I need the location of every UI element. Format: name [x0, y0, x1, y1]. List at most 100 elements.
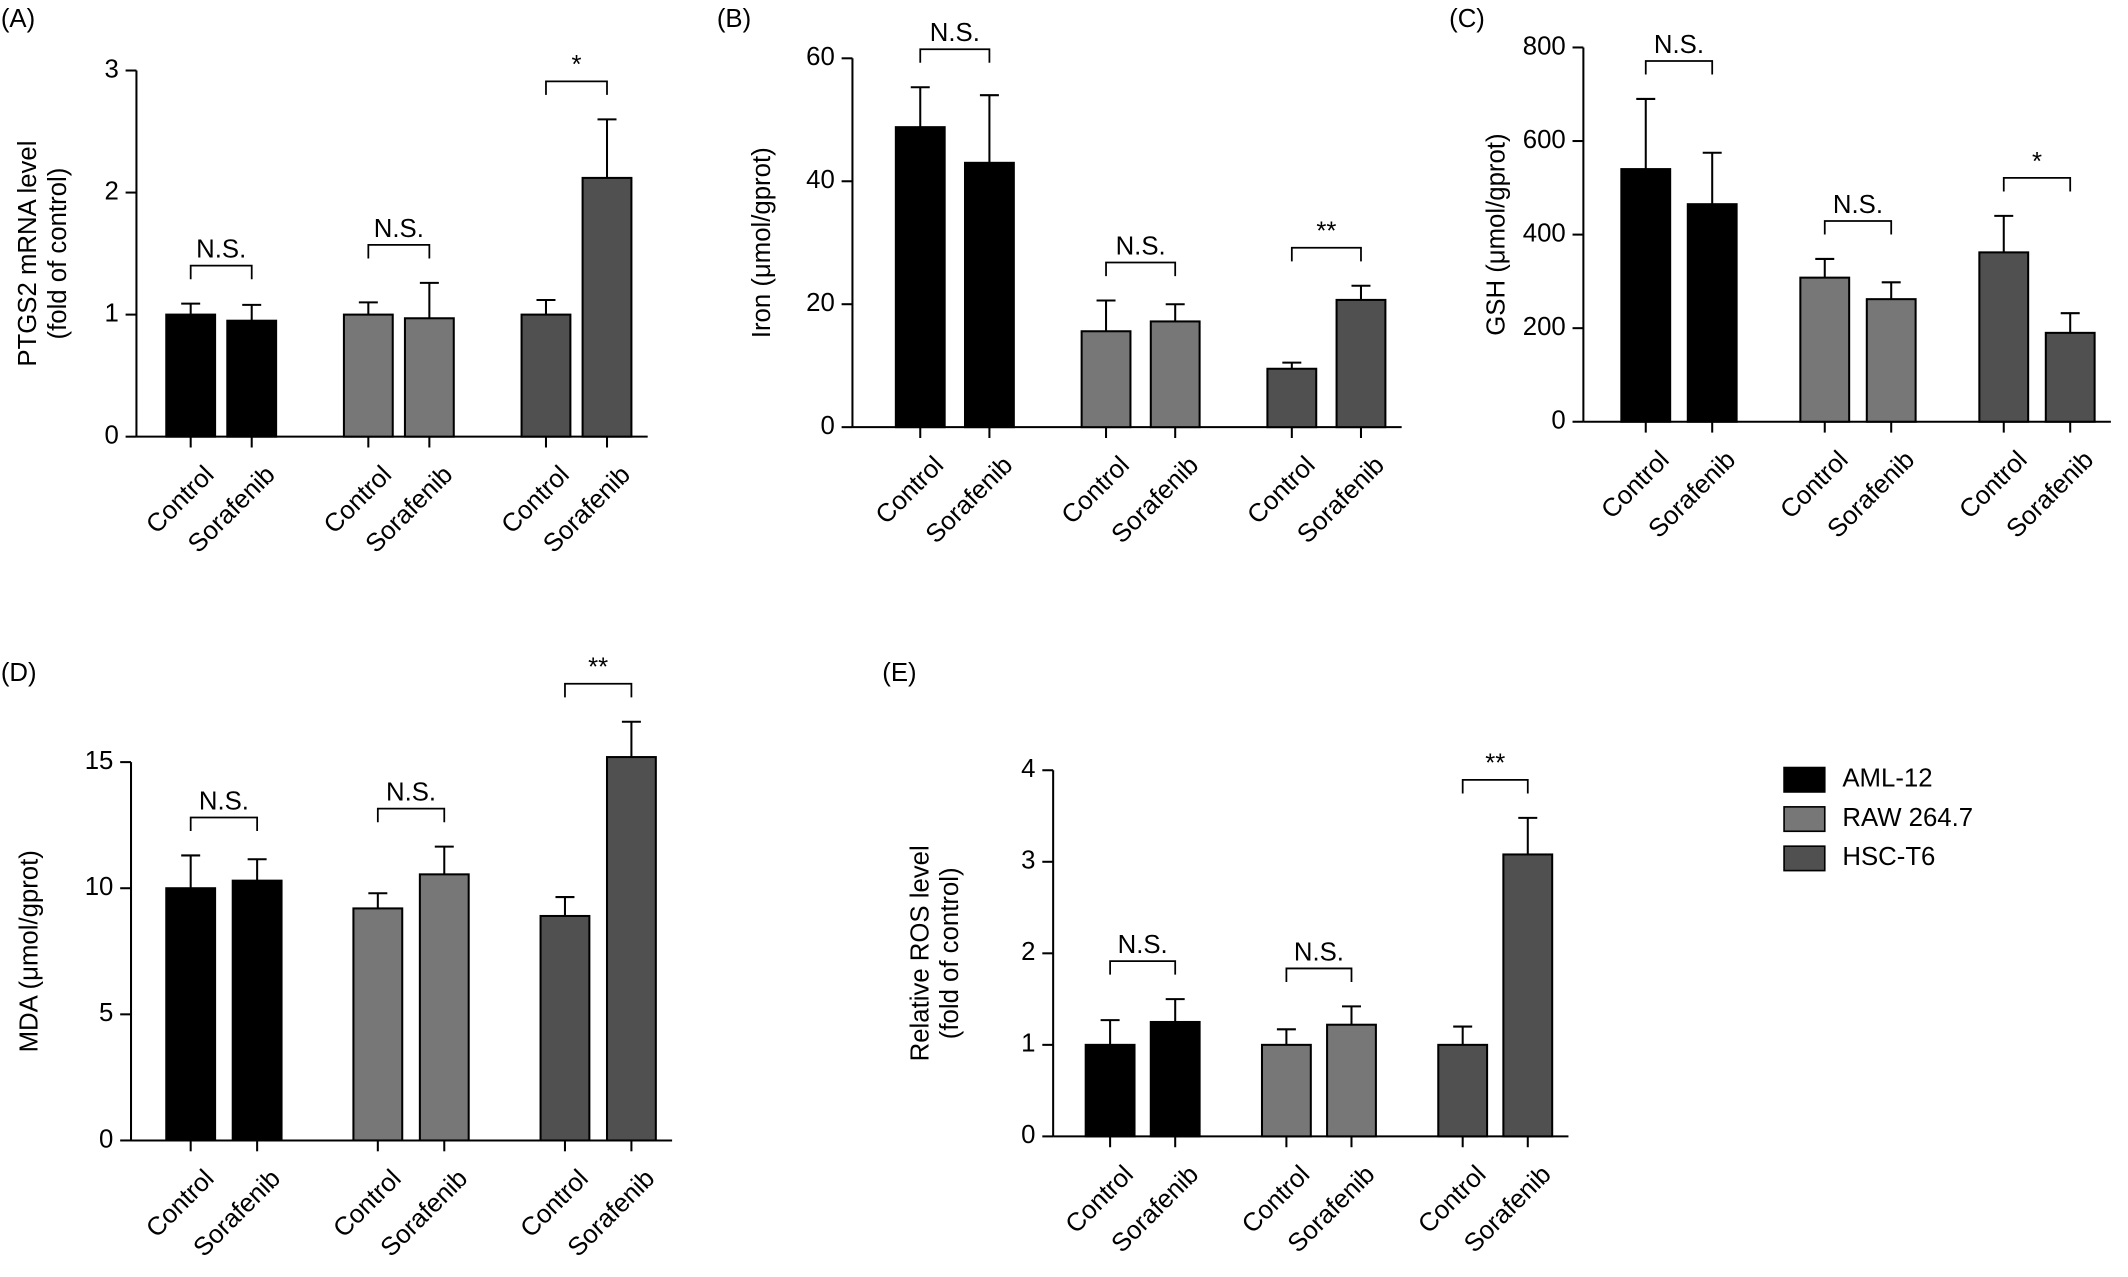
significance-bracket	[919, 48, 991, 63]
panel-label: (D)	[1, 659, 37, 687]
bar	[1865, 298, 1917, 423]
y-tick-label: 0	[1551, 407, 1565, 435]
bar	[1335, 298, 1387, 429]
y-tick-label: 800	[1523, 32, 1566, 60]
significance-bracket	[1285, 967, 1353, 983]
significance-bracket	[376, 807, 446, 823]
significance-bracket	[545, 80, 608, 95]
significance-label: N.S.	[196, 236, 246, 264]
bar	[539, 914, 591, 1142]
bar	[1326, 1023, 1377, 1138]
bar	[352, 907, 404, 1142]
significance-label: N.S.	[1294, 938, 1344, 966]
significance-bracket	[1105, 261, 1177, 277]
bar	[520, 313, 572, 438]
significance-bracket	[1109, 960, 1177, 975]
bar	[231, 879, 283, 1142]
significance-bracket	[367, 244, 431, 259]
y-tick-label: 5	[99, 999, 113, 1027]
bar	[165, 313, 217, 438]
bar	[1502, 853, 1554, 1138]
y-axis-label: PTGS2 mRNA level	[14, 141, 42, 367]
significance-bracket	[1644, 60, 1714, 75]
y-tick-label: 1	[1021, 1030, 1035, 1058]
significance-label: **	[1316, 218, 1336, 246]
bar	[403, 317, 455, 438]
bar	[963, 161, 1015, 429]
bar	[1266, 367, 1318, 429]
y-tick-label: 4	[1021, 755, 1035, 783]
y-tick-label: 20	[806, 289, 835, 317]
significance-bracket	[1290, 246, 1362, 262]
y-axis-label: Relative ROS level	[906, 845, 934, 1061]
panel-label: (A)	[1, 5, 35, 33]
y-tick-label: 200	[1523, 313, 1566, 341]
y-tick-label: 1	[104, 299, 118, 327]
significance-bracket	[189, 264, 253, 280]
significance-label: N.S.	[386, 779, 436, 807]
y-axis-label: Iron (μmol/gprot)	[748, 147, 776, 338]
significance-label: N.S.	[199, 787, 249, 815]
bar	[1799, 276, 1851, 423]
y-tick-label: 3	[1021, 847, 1035, 875]
legend-label: AML-12	[1842, 765, 1932, 793]
y-axis-label: GSH (μmol/gprot)	[1483, 133, 1511, 335]
significance-bracket	[564, 682, 633, 698]
y-tick-label: 10	[85, 873, 114, 901]
significance-bracket	[189, 816, 259, 832]
significance-label: N.S.	[1833, 191, 1883, 219]
panel-label: (B)	[717, 5, 751, 33]
significance-label: **	[588, 654, 608, 682]
bar	[418, 873, 470, 1142]
bar	[1437, 1043, 1489, 1138]
significance-bracket	[1461, 778, 1529, 794]
panel-label: (E)	[882, 659, 916, 687]
y-tick-label: 0	[104, 421, 118, 449]
significance-label: N.S.	[1118, 931, 1168, 959]
significance-label: N.S.	[374, 215, 424, 243]
legend-label: RAW 264.7	[1842, 804, 1973, 832]
y-tick-label: 0	[99, 1125, 113, 1153]
y-axis-label: MDA (μmol/gprot)	[15, 850, 43, 1052]
significance-label: **	[1485, 750, 1505, 778]
y-tick-label: 15	[85, 747, 114, 775]
bar	[1149, 1020, 1201, 1138]
significance-label: N.S.	[1654, 31, 1704, 59]
bar	[1260, 1043, 1312, 1138]
legend-swatch	[1783, 766, 1826, 793]
bar	[165, 887, 217, 1142]
y-tick-label: 600	[1523, 126, 1566, 154]
bar	[2044, 331, 2096, 423]
legend-label: HSC-T6	[1842, 843, 1935, 871]
y-tick-label: 0	[1021, 1121, 1035, 1149]
bar	[581, 176, 633, 438]
y-tick-label: 0	[820, 412, 834, 440]
significance-label: N.S.	[930, 19, 980, 47]
y-tick-label: 2	[104, 177, 118, 205]
bar	[1084, 1043, 1136, 1138]
significance-bracket	[1823, 220, 1893, 235]
bar	[342, 313, 394, 438]
y-tick-label: 2	[1021, 938, 1035, 966]
y-tick-label: 3	[104, 55, 118, 83]
bar	[226, 319, 278, 438]
bar	[1978, 251, 2030, 423]
bar	[894, 126, 946, 429]
significance-label: *	[571, 51, 581, 79]
bar	[1686, 203, 1738, 423]
y-tick-label: 40	[806, 166, 835, 194]
legend-swatch	[1783, 845, 1826, 872]
bar	[605, 756, 657, 1142]
bar	[1080, 330, 1132, 429]
y-tick-label: 400	[1523, 219, 1566, 247]
bar	[1149, 320, 1201, 429]
y-axis-label: (fold of control)	[44, 168, 72, 340]
significance-label: *	[2032, 148, 2042, 176]
bar	[1620, 168, 1672, 423]
y-axis-label: (fold of control)	[936, 867, 964, 1039]
legend-swatch	[1783, 806, 1826, 833]
significance-bracket	[2002, 177, 2072, 192]
significance-label: N.S.	[1116, 232, 1166, 260]
panel-label: (C)	[1449, 5, 1485, 33]
